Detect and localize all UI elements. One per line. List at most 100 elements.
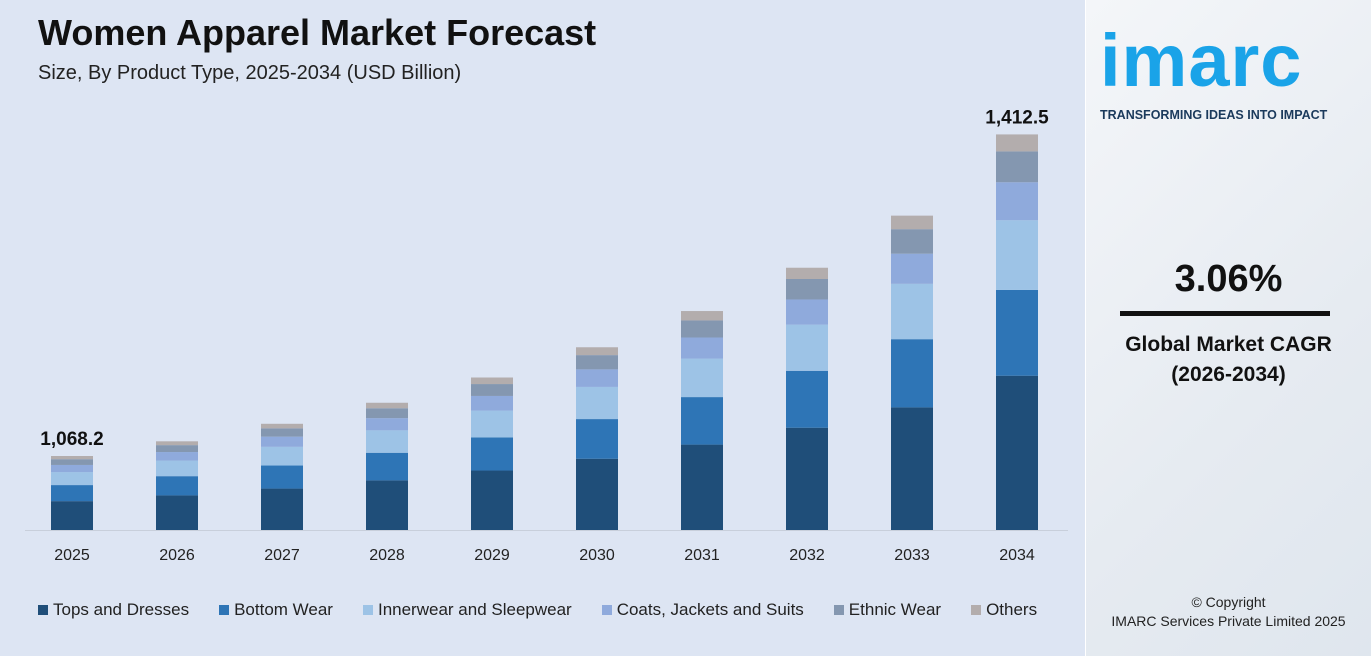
bar-segment — [996, 220, 1038, 290]
legend-label: Coats, Jackets and Suits — [616, 600, 804, 619]
bar-segment — [366, 418, 408, 431]
bar-segment — [996, 182, 1038, 221]
bar-segment — [156, 441, 198, 446]
bar-segment — [471, 470, 513, 530]
legend-item: Bottom Wear — [219, 600, 333, 620]
bar-segment — [786, 299, 828, 325]
bar-segment — [156, 476, 198, 496]
legend-swatch — [971, 605, 982, 615]
bar-segment — [681, 337, 723, 359]
bar-segment — [996, 134, 1038, 152]
legend-swatch — [362, 605, 373, 615]
legend-label: Bottom Wear — [234, 600, 333, 619]
chart-title: Women Apparel Market Forecast — [38, 12, 597, 53]
side-panel: imarc TRANSFORMING IDEAS INTO IMPACT 3.0… — [1086, 0, 1371, 656]
company-name: IMARC Services Private Limited 2025 — [1111, 613, 1346, 629]
tagline: TRANSFORMING IDEAS INTO IMPACT — [1100, 108, 1328, 122]
x-tick-label: 2031 — [684, 547, 720, 564]
bar-segment — [261, 465, 303, 489]
legend-item: Coats, Jackets and Suits — [601, 600, 804, 620]
bar-segment — [891, 407, 933, 530]
legend-label: Ethnic Wear — [848, 600, 942, 619]
bar-segment — [996, 151, 1038, 183]
x-tick-label: 2032 — [789, 547, 825, 564]
divider — [1120, 311, 1330, 316]
x-tick-label: 2034 — [999, 547, 1035, 564]
bar-segment — [891, 283, 933, 340]
data-label: 1,068.2 — [40, 429, 103, 450]
legend-item: Ethnic Wear — [833, 600, 942, 620]
bar-segment — [786, 267, 828, 280]
legend-item: Tops and Dresses — [38, 600, 189, 620]
bar-segment — [261, 446, 303, 466]
bar-segment — [366, 452, 408, 481]
imarc-logo: imarc — [1100, 19, 1303, 102]
bar-segment — [891, 339, 933, 408]
bar-segment — [681, 444, 723, 530]
x-tick-label: 2033 — [894, 547, 930, 564]
bar-segment — [261, 428, 303, 437]
bar-segment — [51, 501, 93, 530]
bar-segment — [366, 480, 408, 530]
bar-segment — [891, 215, 933, 230]
bar-segment — [471, 437, 513, 471]
bar-segment — [786, 427, 828, 530]
cagr-period: (2026-2034) — [1171, 363, 1286, 386]
bar-segment — [51, 464, 93, 473]
legend: Tops and Dresses Bottom Wear Innerwear and… — [38, 600, 1067, 620]
x-tick-label: 2026 — [159, 547, 195, 564]
bar-segment — [156, 445, 198, 453]
bar-segment — [576, 369, 618, 387]
bar-segment — [261, 423, 303, 429]
copyright-label: © Copyright — [1191, 594, 1266, 610]
bar-segment — [576, 458, 618, 530]
data-label: 1,412.5 — [985, 107, 1049, 128]
bar-segment — [51, 472, 93, 486]
legend-label: Tops and Dresses — [53, 600, 190, 619]
cagr-label-text: Global Market CAGR — [1125, 333, 1332, 356]
bar-segment — [366, 408, 408, 419]
legend-item: Others — [971, 600, 1037, 620]
bar-segment — [891, 229, 933, 254]
bar-segment — [156, 460, 198, 477]
bar-segment — [786, 279, 828, 300]
bar-segment — [156, 495, 198, 530]
bar-segment — [51, 459, 93, 465]
bar-segment — [261, 436, 303, 447]
bar-segment — [996, 375, 1038, 530]
chart-subtitle: Size, By Product Type, 2025-2034 (USD Bi… — [38, 62, 462, 84]
legend-swatch — [601, 605, 612, 615]
bar-segment — [576, 386, 618, 420]
bar-segment — [366, 402, 408, 409]
legend-swatch — [219, 605, 230, 615]
bar-segment — [261, 488, 303, 530]
legend-item: Innerwear and Sleepwear — [362, 600, 572, 620]
x-tick-label: 2029 — [474, 547, 510, 564]
legend-swatch — [833, 605, 844, 615]
bar-segment — [786, 370, 828, 428]
bar-segment — [996, 289, 1038, 376]
bar-segment — [681, 397, 723, 445]
bar-segment — [51, 456, 93, 460]
x-tick-label: 2027 — [264, 547, 300, 564]
bar-segment — [681, 311, 723, 321]
bar-segment — [156, 452, 198, 461]
bar-segment — [471, 395, 513, 411]
bar-segment — [681, 358, 723, 398]
x-tick-label: 2030 — [579, 547, 615, 564]
legend-label: Innerwear and Sleepwear — [377, 600, 572, 619]
bar-segment — [471, 377, 513, 385]
bar-segment — [366, 430, 408, 453]
stacked-bar-chart: 2025 1,068.2 2026 2027 2028 2029 2030 2031 2032 2… — [25, 107, 1068, 564]
bar-segment — [51, 485, 93, 502]
bar-segment — [681, 320, 723, 338]
copyright: © Copyright IMARC Services Private Limit… — [1086, 593, 1371, 631]
cagr-label: Global Market CAGR (2026-2034) — [1086, 330, 1371, 390]
bar-segment — [786, 324, 828, 371]
bar-segment — [471, 384, 513, 396]
legend-label: Others — [986, 600, 1038, 619]
bar-segment — [471, 410, 513, 438]
bar-segment — [576, 347, 618, 356]
bar-segment — [891, 253, 933, 284]
bar-segment — [576, 419, 618, 459]
